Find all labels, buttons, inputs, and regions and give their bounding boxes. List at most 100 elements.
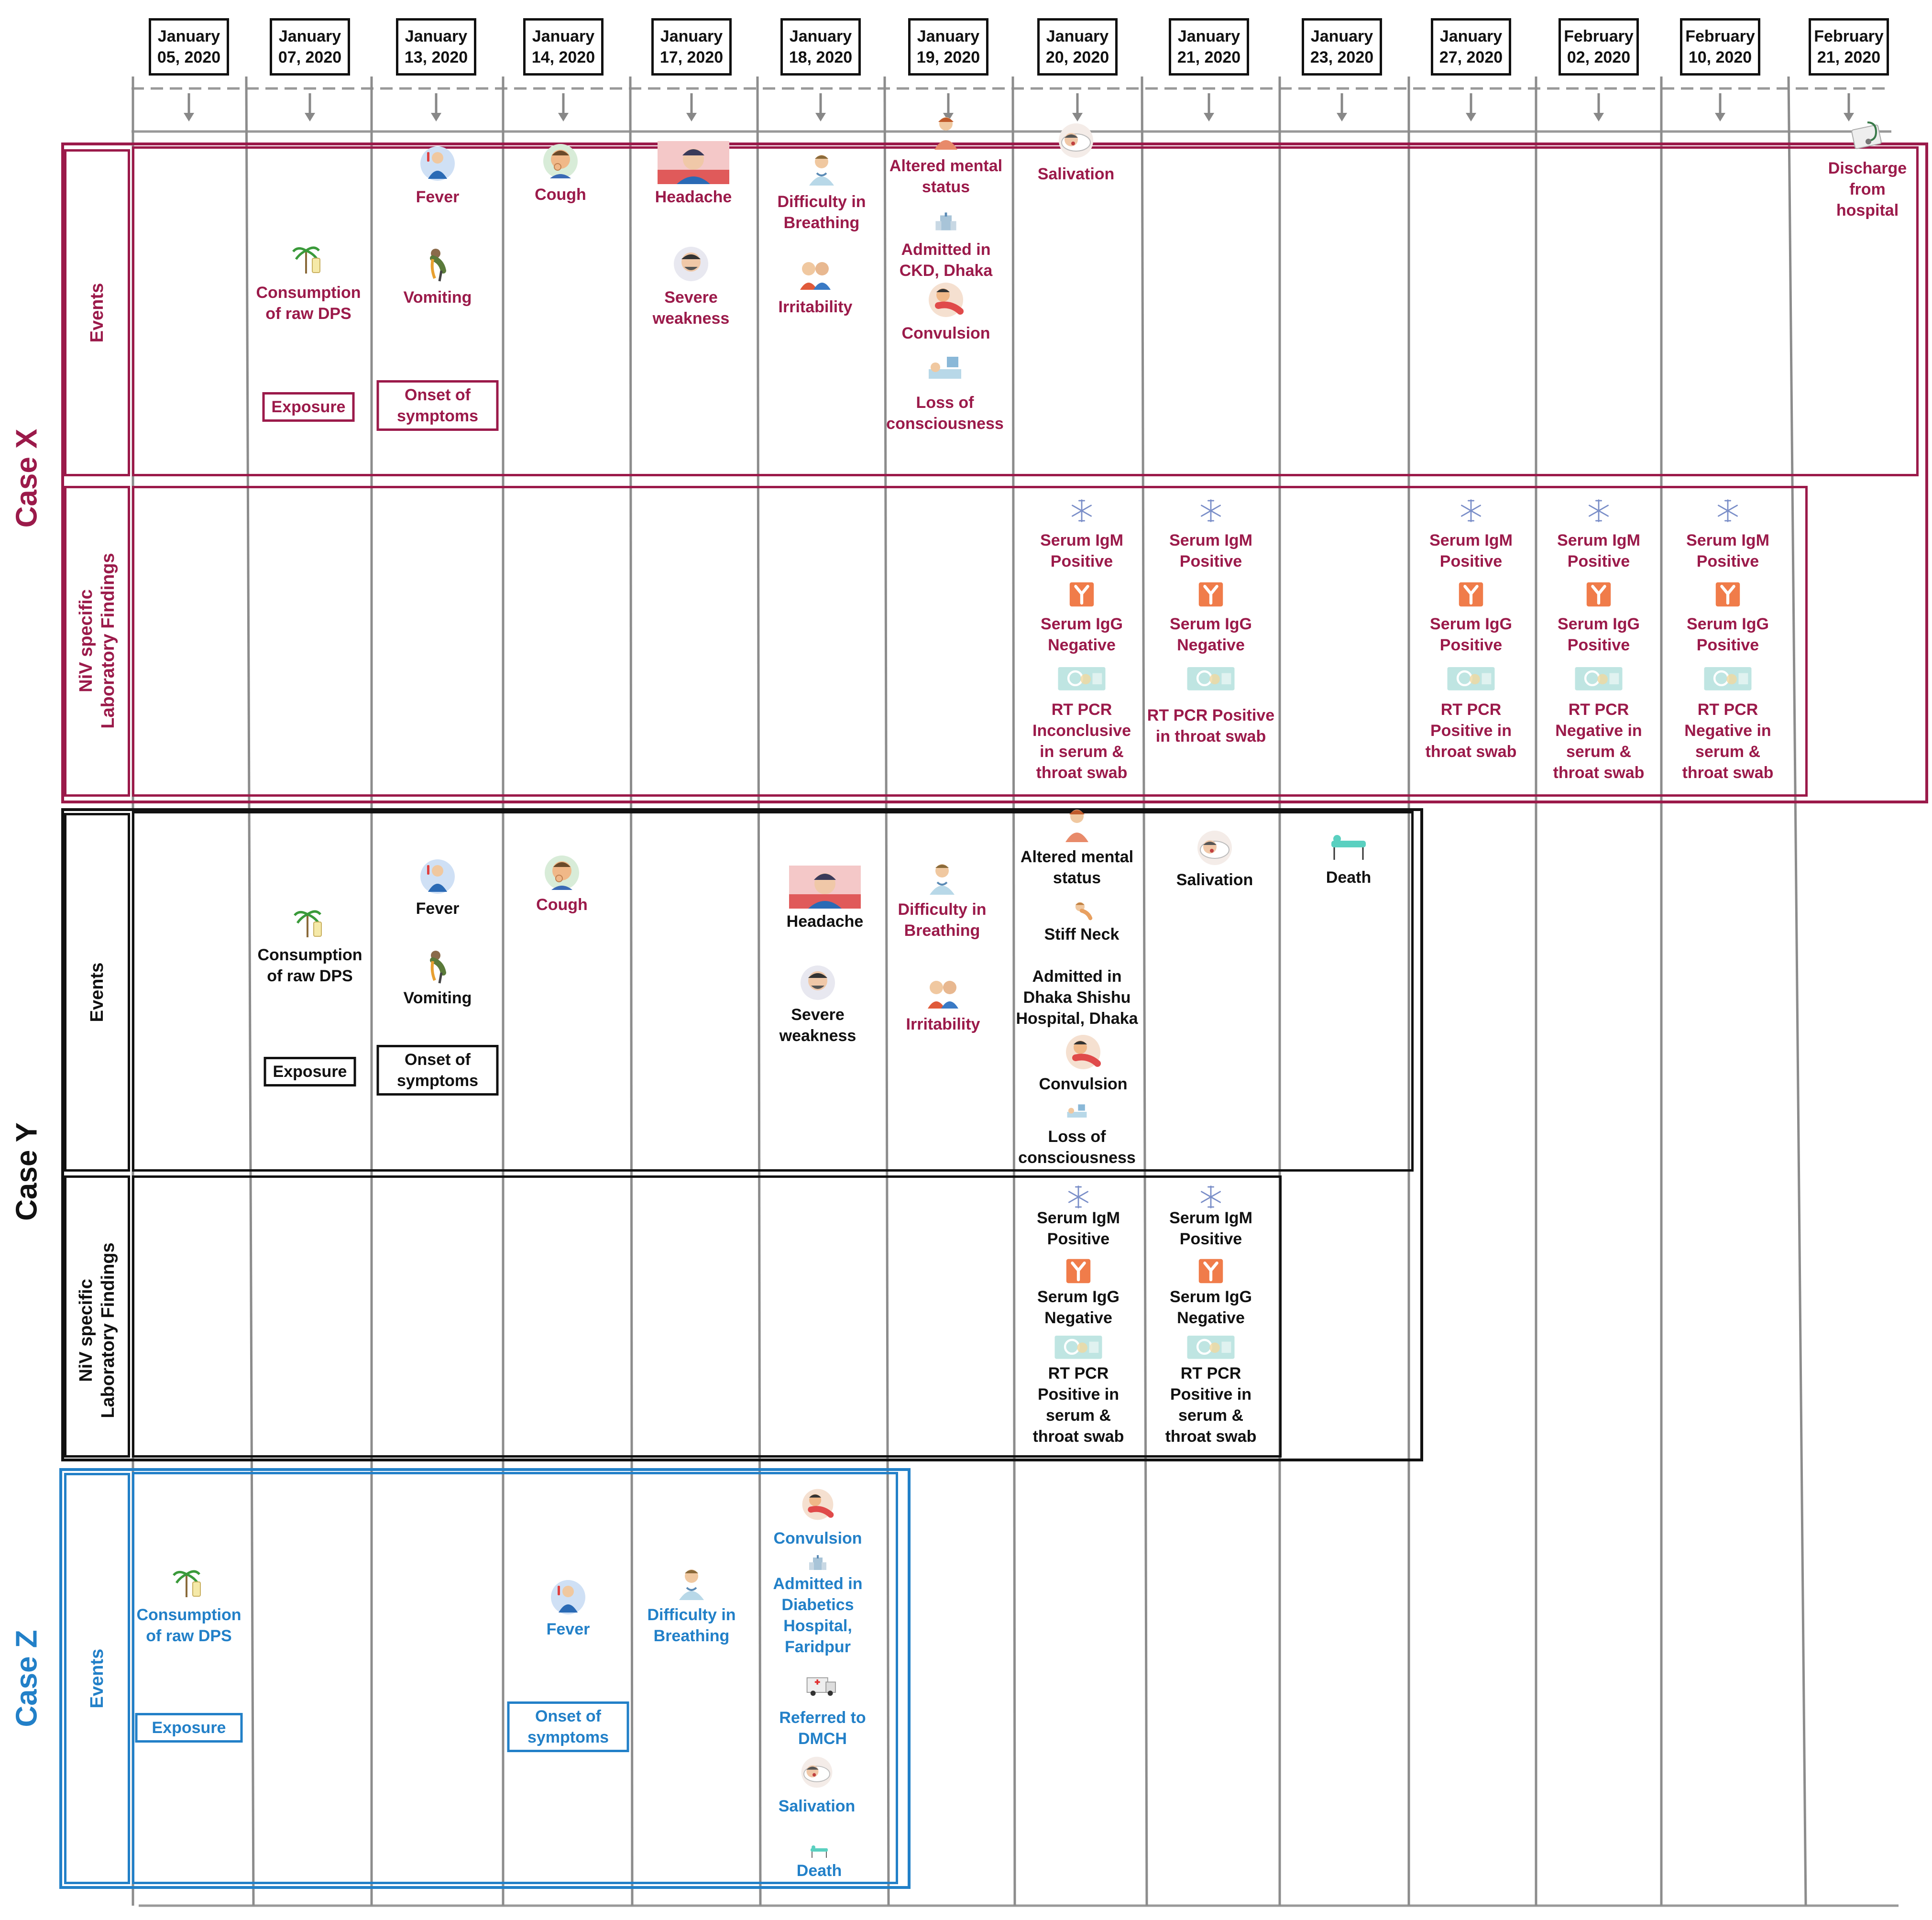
igg-icon xyxy=(1714,581,1741,608)
lab-label-line: Laboratory Findings xyxy=(98,1242,118,1418)
date-text: January xyxy=(1177,27,1240,45)
event-label: Admitted in Dhaka Shishu Hospital, Dhaka xyxy=(1016,967,1138,1028)
stiff-neck-icon xyxy=(1070,898,1093,921)
event-label: Admitted in Diabetics Hospital, Faridpur xyxy=(773,1575,863,1656)
date-box: January 21, 2020 xyxy=(1169,18,1249,76)
event-label: Altered mental status xyxy=(889,157,1003,196)
date-text: 23, 2020 xyxy=(1310,48,1374,66)
ambulance-icon xyxy=(805,1667,840,1701)
pcr-icon xyxy=(1447,667,1495,691)
case-x-events-frame xyxy=(132,146,1919,476)
case-y-lab-label: NiV specific Laboratory Findings xyxy=(75,1242,119,1418)
date-text: 10, 2020 xyxy=(1688,48,1752,66)
pcr-result: RT PCR Inconclusive in serum & throat sw… xyxy=(1032,701,1131,782)
date-text: January xyxy=(660,27,723,45)
case-z-outer-frame xyxy=(59,1468,911,1889)
event-label: Irritability xyxy=(906,1015,980,1033)
phase-tag: Onset of symptoms xyxy=(507,1701,629,1752)
date-box: January 17, 2020 xyxy=(651,18,732,76)
date-text: January xyxy=(278,27,341,45)
date-arrowhead xyxy=(815,113,826,121)
date-text: January xyxy=(1439,27,1503,45)
date-text: February xyxy=(1814,27,1884,45)
salivation-icon xyxy=(800,1755,834,1789)
case-y-lab-frame xyxy=(132,1175,1282,1458)
salivation-icon xyxy=(1196,829,1234,867)
date-text: 21, 2020 xyxy=(1817,48,1881,66)
event-label: Cough xyxy=(535,186,586,204)
phase-tag: Onset of symptoms xyxy=(376,1045,499,1096)
date-box: January 13, 2020 xyxy=(396,18,476,76)
palm-tree-juice-icon xyxy=(170,1564,208,1602)
case-z-events-label-box xyxy=(64,1473,130,1884)
igm-result: Serum IgM Positive xyxy=(1557,531,1640,571)
date-text: 27, 2020 xyxy=(1439,48,1503,66)
case-z-events-label: Events xyxy=(87,1648,107,1709)
pcr-icon xyxy=(1187,667,1235,691)
breathing-icon xyxy=(802,149,841,187)
palm-tree-juice-icon xyxy=(289,240,328,278)
date-box: January 23, 2020 xyxy=(1302,18,1382,76)
date-arrowhead xyxy=(1337,113,1347,121)
date-text: 17, 2020 xyxy=(659,48,724,66)
date-box: February 02, 2020 xyxy=(1559,18,1639,76)
pcr-result: RT PCR Positive in throat swab xyxy=(1147,706,1275,746)
event-label: Death xyxy=(796,1862,842,1880)
igg-result: Serum IgG Positive xyxy=(1558,615,1640,654)
date-text: January xyxy=(1310,27,1373,45)
gridline xyxy=(1787,76,1807,1906)
date-arrowhead xyxy=(305,113,315,121)
fever-icon xyxy=(418,144,457,183)
fever-icon xyxy=(549,1578,587,1616)
case-x-lab-label: NiV specific Laboratory Findings xyxy=(75,553,119,728)
date-arrowhead xyxy=(1593,113,1604,121)
altered-mental-icon xyxy=(927,113,965,152)
phase-tag: Onset of symptoms xyxy=(376,380,499,431)
igm-result: Serum IgM Positive xyxy=(1169,1209,1252,1248)
headache-icon xyxy=(658,141,729,184)
igg-icon xyxy=(1197,581,1224,608)
event-label: Stiff Neck xyxy=(1044,925,1120,944)
case-x-events-label: Events xyxy=(87,283,107,343)
igg-result: Serum IgG Positive xyxy=(1687,615,1769,654)
weakness-icon xyxy=(672,245,710,283)
date-text: 05, 2020 xyxy=(157,48,221,66)
breathing-icon xyxy=(923,858,961,897)
date-box: January 07, 2020 xyxy=(270,18,350,76)
igm-result: Serum IgM Positive xyxy=(1686,531,1769,571)
date-text: 19, 2020 xyxy=(916,48,980,66)
date-text: 18, 2020 xyxy=(789,48,853,66)
event-label: Cough xyxy=(536,896,588,914)
hospital-icon xyxy=(808,1554,827,1573)
event-label: Headache xyxy=(786,912,864,931)
event-label: Salivation xyxy=(1037,165,1115,183)
fever-icon xyxy=(418,857,457,896)
pcr-icon xyxy=(1054,1336,1102,1359)
lab-label-line: Laboratory Findings xyxy=(98,553,118,729)
gridline xyxy=(883,76,890,1906)
salivation-icon xyxy=(1057,121,1095,160)
date-text: January xyxy=(157,27,220,45)
igg-icon xyxy=(1458,581,1484,608)
case-x-lab-frame xyxy=(132,486,1808,797)
pcr-icon xyxy=(1575,667,1623,691)
pcr-result: RT PCR Positive in serum & throat swab xyxy=(1165,1364,1257,1446)
date-text: 21, 2020 xyxy=(1177,48,1241,66)
date-box: January 14, 2020 xyxy=(523,18,604,76)
igg-icon xyxy=(1585,581,1612,608)
event-label: Convulsion xyxy=(773,1529,862,1547)
igm-icon xyxy=(1197,497,1224,524)
event-label: Fever xyxy=(416,900,460,918)
date-arrowhead xyxy=(943,113,954,121)
date-text: January xyxy=(1046,27,1109,45)
case-y-events-label-box xyxy=(64,813,130,1172)
convulsion-icon xyxy=(801,1487,835,1522)
case-x-label: Case X xyxy=(10,428,44,528)
igm-icon xyxy=(1197,1184,1224,1210)
pcr-result: RT PCR Positive in throat swab xyxy=(1425,701,1517,761)
event-label: Severe weakness xyxy=(652,288,730,328)
event-label: Salivation xyxy=(778,1797,856,1815)
date-box: February 21, 2020 xyxy=(1809,18,1889,76)
pcr-icon xyxy=(1187,1336,1235,1359)
stretcher-icon xyxy=(810,1841,829,1860)
